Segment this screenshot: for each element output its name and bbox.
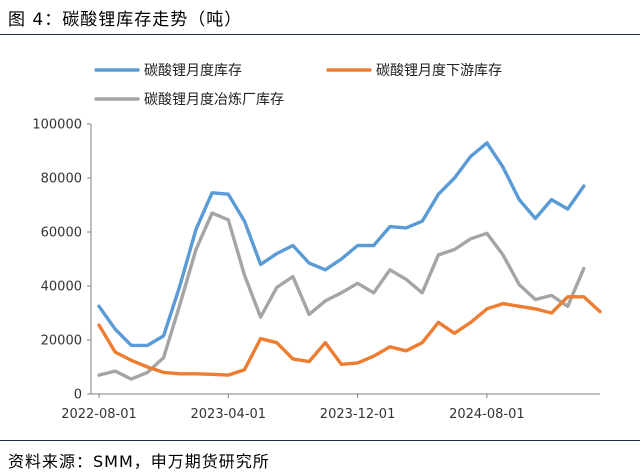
series-line-1 [97,295,602,377]
y-tick-label: 60000 [41,226,82,241]
y-tick-label: 80000 [41,172,82,187]
axes: 0 20000 40000 60000 80000 100000 2022-08-01 202… [32,118,600,422]
top-rule [0,34,640,35]
y-tick-label: 40000 [41,280,82,295]
series-line-0 [97,141,586,348]
legend-label-2: 碳酸锂月度冶炼厂库存 [144,92,284,108]
y-tick-label: 100000 [32,118,82,133]
x-tick-label: 2023-12-01 [320,407,396,422]
chart-title: 图 4：碳酸锂库存走势（吨） [8,10,243,30]
x-tick-label: 2024-08-01 [449,407,525,422]
plot-area [97,141,602,381]
legend-label-0: 碳酸锂月度库存 [144,63,242,79]
series-line-2 [97,211,586,381]
x-tick-label: 2023-04-01 [191,407,267,422]
legend-label-1: 碳酸锂月度下游库存 [376,63,502,79]
x-tick-label: 2022-08-01 [61,407,137,422]
bottom-rule [0,440,640,441]
source-note: 资料来源：SMM，申万期货研究所 [8,452,270,471]
y-tick-label: 20000 [41,334,82,349]
y-tick-label: 0 [74,388,82,403]
